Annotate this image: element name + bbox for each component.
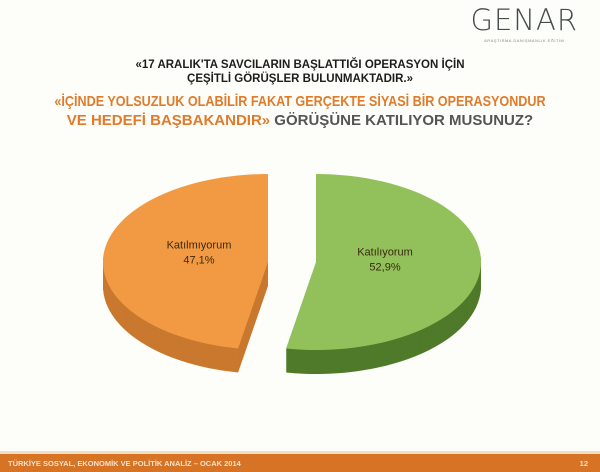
question-line-1: «İÇİNDE YOLSUZLUK OLABİLİR FAKAT GERÇEKT… <box>54 93 546 110</box>
page-number: 12 <box>579 459 588 468</box>
pie-slice-label: Katılmıyorum <box>167 240 232 252</box>
question-line-2: VE HEDEFİ BAŞBAKANDIR» GÖRÜŞÜNE KATILIYO… <box>0 111 600 130</box>
title-line-1: «17 ARALIK'TA SAVCILARIN BAŞLATTIĞI OPER… <box>135 59 465 71</box>
survey-question: «İÇİNDE YOLSUZLUK OLABİLİR FAKAT GERÇEKT… <box>0 92 600 130</box>
logo-subtitle: ARAŞTIRMA DANIŞMANLIK EĞİTİM <box>484 38 565 43</box>
logo-name: GENAR <box>470 3 578 37</box>
title-line-2: ÇEŞİTLİ GÖRÜŞLER BULUNMAKTADIR.» <box>187 73 413 85</box>
question-quote-end: VE HEDEFİ BAŞBAKANDIR» <box>66 112 271 129</box>
pie-slice-value: 47,1% <box>183 255 214 267</box>
pie-slice-label: Katılıyorum <box>357 246 413 258</box>
pie-slice-agree <box>286 174 481 351</box>
footer-bar: TÜRKİYE SOSYAL, EKONOMİK VE POLİTİK ANAL… <box>0 451 600 472</box>
footer-text: TÜRKİYE SOSYAL, EKONOMİK VE POLİTİK ANAL… <box>8 459 241 468</box>
pie-slice-value: 52,9% <box>369 261 400 273</box>
slide-title: «17 ARALIK'TA SAVCILARIN BAŞLATTIĞI OPER… <box>0 58 600 86</box>
pie-slice-disagree <box>102 174 268 349</box>
question-ask: GÖRÜŞÜNE KATILIYOR MUSUNUZ? <box>270 112 534 129</box>
genar-logo: GENAR ARAŞTIRMA DANIŞMANLIK EĞİTİM <box>471 4 578 44</box>
